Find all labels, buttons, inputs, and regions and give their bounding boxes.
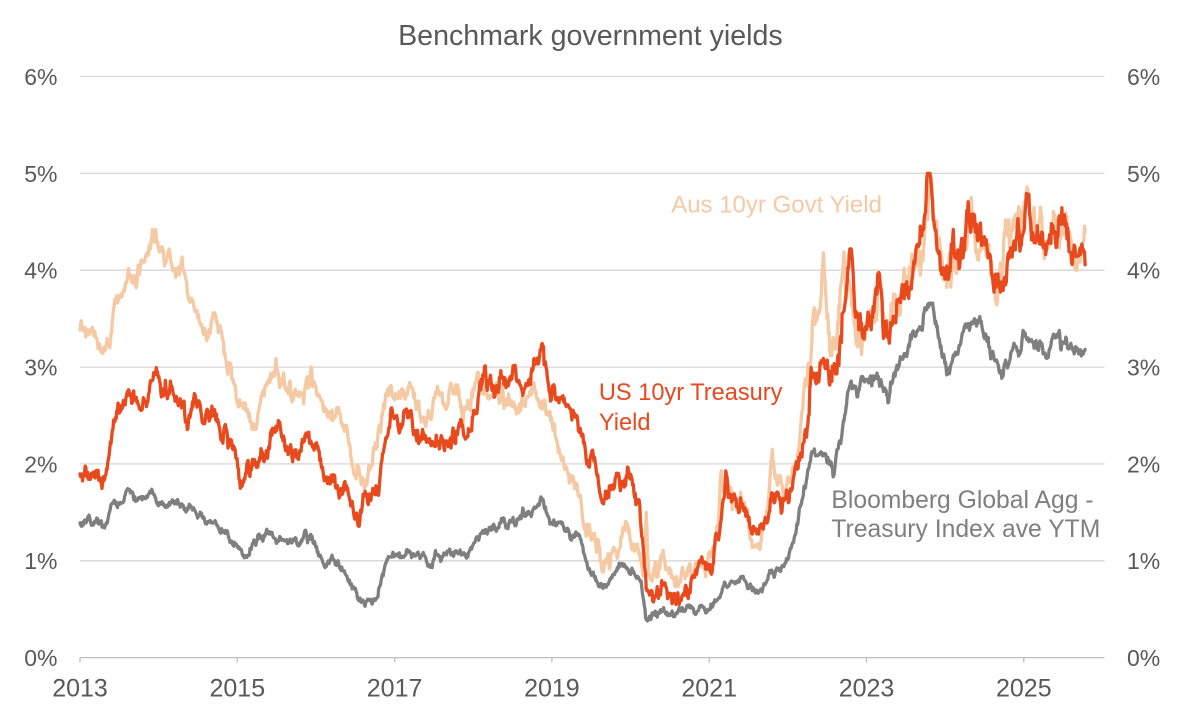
svg-text:2013: 2013 (52, 675, 108, 703)
svg-text:1%: 1% (24, 548, 57, 574)
svg-text:2%: 2% (1127, 451, 1160, 477)
svg-text:Bloomberg Global Agg -: Bloomberg Global Agg - (831, 487, 1093, 514)
svg-text:Treasury Index ave YTM: Treasury Index ave YTM (831, 516, 1100, 543)
svg-text:US 10yr Treasury: US 10yr Treasury (599, 380, 783, 406)
svg-text:2%: 2% (24, 451, 57, 477)
svg-text:2017: 2017 (367, 675, 423, 703)
svg-text:4%: 4% (1127, 258, 1160, 284)
svg-text:0%: 0% (24, 645, 57, 671)
svg-text:2021: 2021 (681, 675, 737, 703)
svg-text:5%: 5% (1127, 161, 1160, 187)
svg-text:Aus 10yr Govt Yield: Aus 10yr Govt Yield (671, 191, 882, 218)
svg-text:3%: 3% (24, 355, 57, 381)
svg-text:3%: 3% (1127, 355, 1160, 381)
svg-text:2025: 2025 (996, 675, 1052, 703)
svg-text:0%: 0% (1127, 645, 1160, 671)
svg-text:4%: 4% (24, 258, 57, 284)
svg-text:6%: 6% (24, 64, 57, 90)
svg-text:Benchmark government yields: Benchmark government yields (398, 20, 783, 52)
svg-text:6%: 6% (1127, 64, 1160, 90)
svg-text:1%: 1% (1127, 548, 1160, 574)
svg-text:2019: 2019 (524, 675, 580, 703)
svg-text:Yield: Yield (599, 410, 651, 436)
svg-text:5%: 5% (24, 161, 57, 187)
svg-text:2015: 2015 (209, 675, 265, 703)
svg-text:2023: 2023 (839, 675, 895, 703)
